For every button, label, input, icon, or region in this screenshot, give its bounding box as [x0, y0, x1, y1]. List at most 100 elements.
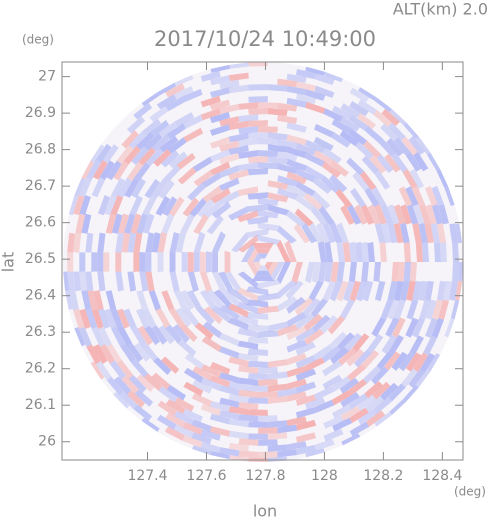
- echo-cell: [133, 162, 151, 182]
- echo-cell: [403, 262, 411, 282]
- echo-cell: [284, 240, 297, 262]
- echo-cell: [320, 315, 338, 334]
- echo-cell: [413, 204, 425, 225]
- echo-cell: [295, 313, 315, 330]
- echo-cell: [133, 102, 153, 120]
- echo-cell: [267, 84, 288, 92]
- echo-cell: [346, 348, 365, 367]
- echo-cell: [406, 204, 419, 225]
- echo-cell: [257, 330, 279, 338]
- echo-cell: [199, 289, 217, 310]
- echo-cell: [357, 99, 377, 115]
- echo-cell: [412, 223, 422, 244]
- echo-cell: [98, 195, 111, 216]
- echo-cell: [295, 368, 317, 382]
- echo-cell: [182, 197, 200, 217]
- echo-cell: [267, 371, 288, 380]
- echo-cell: [437, 280, 446, 301]
- echo-cell: [138, 147, 156, 166]
- echo-cell: [295, 194, 315, 211]
- echo-cell: [380, 123, 399, 142]
- echo-cell: [303, 192, 323, 210]
- echo-cell: [213, 289, 232, 309]
- echo-cell: [86, 159, 101, 180]
- echo-cell: [209, 87, 230, 98]
- echo-cell: [444, 318, 455, 338]
- echo-cell: [237, 271, 259, 290]
- echo-cell: [332, 105, 352, 120]
- echo-cell: [127, 161, 143, 181]
- echo-cell: [85, 308, 98, 329]
- echo-cell: [258, 126, 278, 133]
- echo-cell: [106, 376, 124, 396]
- echo-cell: [393, 204, 406, 225]
- echo-cell: [397, 262, 405, 282]
- y-tick-label: 26.9: [25, 105, 56, 121]
- echo-cell: [97, 271, 106, 292]
- echo-cell: [458, 262, 463, 282]
- echo-cell: [450, 299, 460, 320]
- echo-cell: [431, 318, 444, 339]
- echo-cell: [228, 206, 249, 221]
- echo-cell: [145, 232, 155, 253]
- echo-cell: [361, 350, 380, 369]
- echo-cell: [212, 251, 218, 273]
- echo-cell: [352, 171, 370, 191]
- echo-cell: [69, 290, 79, 311]
- echo-cell: [145, 252, 152, 272]
- echo-cell: [131, 146, 149, 165]
- echo-cell: [176, 152, 196, 170]
- echo-cell: [267, 395, 288, 404]
- echo-cell: [200, 95, 221, 108]
- echo-cell: [329, 174, 348, 193]
- echo-cell: [98, 326, 112, 347]
- echo-cell: [348, 262, 357, 283]
- echo-cell: [97, 232, 106, 253]
- echo-cell: [425, 299, 437, 320]
- echo-cell: [142, 213, 155, 234]
- echo-cell: [257, 222, 280, 232]
- echo-cell: [201, 336, 222, 352]
- echo-cell: [391, 153, 408, 173]
- echo-cell: [277, 449, 297, 458]
- echo-cell: [209, 99, 230, 111]
- echo-cell: [168, 196, 185, 217]
- echo-cell: [363, 140, 382, 159]
- echo-cell: [408, 369, 425, 388]
- echo-cell: [104, 195, 117, 216]
- echo-cell: [295, 381, 317, 394]
- echo-cell: [374, 222, 386, 244]
- echo-cell: [166, 123, 186, 140]
- echo-cell: [267, 359, 288, 368]
- echo-cell: [91, 326, 106, 347]
- echo-cell: [206, 289, 224, 310]
- echo-cell: [247, 312, 269, 320]
- echo-cell: [430, 223, 440, 244]
- echo-cell: [184, 353, 204, 370]
- echo-cell: [123, 308, 137, 329]
- echo-cell: [311, 262, 321, 283]
- echo-cell: [346, 157, 365, 176]
- echo-cell: [322, 147, 342, 164]
- echo-cell: [141, 92, 160, 107]
- echo-cell: [296, 81, 317, 92]
- echo-cell: [252, 242, 274, 249]
- echo-cell: [286, 146, 307, 159]
- echo-cell: [286, 312, 307, 328]
- echo-cell: [364, 187, 380, 207]
- echo-cell: [329, 222, 343, 244]
- echo-cell: [267, 456, 288, 462]
- echo-cell: [143, 133, 163, 151]
- echo-cell: [423, 335, 438, 356]
- echo-cell: [73, 271, 82, 292]
- echo-cell: [295, 327, 316, 343]
- echo-cell: [339, 377, 359, 394]
- echo-cell: [237, 186, 259, 196]
- echo-cell: [200, 442, 221, 454]
- echo-cell: [364, 125, 383, 143]
- echo-cell: [277, 102, 298, 112]
- echo-cell: [165, 426, 185, 441]
- echo-cell: [420, 352, 436, 373]
- echo-cell: [246, 286, 269, 296]
- echo-cell: [133, 232, 143, 253]
